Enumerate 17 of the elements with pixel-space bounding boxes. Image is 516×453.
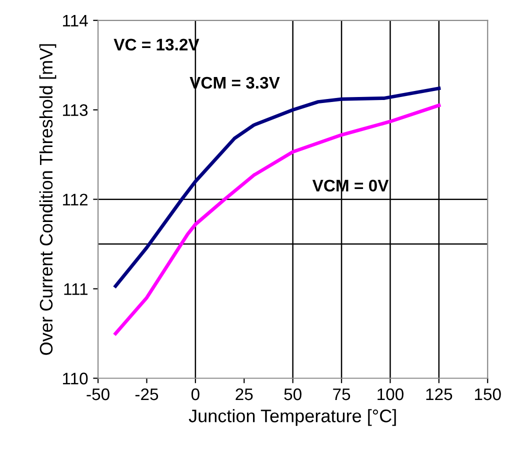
y-tick-label: 113 — [63, 104, 88, 116]
x-tick-label: 150 — [474, 388, 501, 400]
y-tick-label: 111 — [64, 283, 88, 295]
x-tick-label: 100 — [378, 388, 404, 400]
line-series — [114, 104, 441, 336]
y-tick-label: 114 — [63, 14, 88, 26]
x-tick-label: 50 — [284, 388, 302, 400]
x-tick-label: 75 — [333, 388, 350, 400]
x-tick-label: 0 — [191, 388, 200, 400]
x-tick-label: -50 — [86, 388, 110, 400]
x-axis-title: Junction Temperature [°C] — [188, 409, 396, 426]
y-tick-label: 110 — [63, 372, 88, 384]
x-tick-label: -25 — [135, 388, 158, 400]
y-axis-title: Over Current Condition Threshold [mV] — [39, 44, 56, 355]
x-tick-label: 125 — [426, 388, 452, 400]
x-tick-label: 25 — [236, 388, 253, 400]
y-tick-label: 112 — [63, 194, 88, 206]
